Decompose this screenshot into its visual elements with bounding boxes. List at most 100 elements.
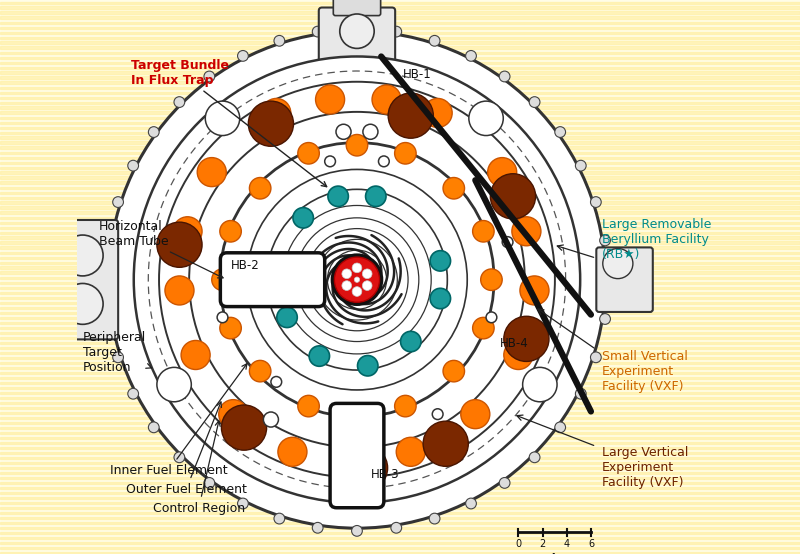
Bar: [0, 141, 800, 144]
Bar: [0, 382, 800, 384]
Circle shape: [342, 269, 351, 279]
Bar: [0, 187, 800, 189]
Bar: [0, 521, 800, 524]
Circle shape: [274, 513, 285, 524]
Circle shape: [206, 101, 240, 136]
Circle shape: [62, 324, 70, 332]
Circle shape: [502, 237, 513, 248]
Bar: [0, 301, 800, 304]
Circle shape: [575, 160, 586, 171]
Circle shape: [148, 127, 159, 137]
Circle shape: [555, 127, 566, 137]
Bar: [0, 17, 800, 19]
Bar: [0, 422, 800, 424]
Bar: [0, 351, 800, 354]
Bar: [0, 387, 800, 389]
Bar: [0, 486, 800, 489]
Circle shape: [486, 312, 497, 323]
Circle shape: [512, 217, 541, 246]
Circle shape: [62, 228, 70, 235]
Circle shape: [430, 35, 440, 46]
Bar: [0, 341, 800, 344]
Circle shape: [157, 222, 202, 268]
Circle shape: [328, 186, 348, 207]
Bar: [0, 32, 800, 34]
Circle shape: [602, 274, 614, 285]
Bar: [0, 47, 800, 49]
Bar: [0, 2, 800, 4]
Bar: [0, 42, 800, 44]
Bar: [0, 321, 800, 324]
Text: HB-1: HB-1: [402, 68, 431, 81]
Bar: [0, 232, 800, 234]
Bar: [0, 447, 800, 449]
Bar: [0, 222, 800, 224]
Circle shape: [262, 99, 291, 127]
Circle shape: [165, 276, 194, 305]
Circle shape: [363, 124, 378, 139]
Circle shape: [204, 478, 214, 488]
Bar: [0, 61, 800, 64]
Bar: [0, 106, 800, 109]
Circle shape: [499, 71, 510, 82]
Bar: [0, 476, 800, 479]
Bar: [0, 52, 800, 54]
Circle shape: [391, 26, 402, 37]
Text: Large Vertical
Experiment
Facility (VXF): Large Vertical Experiment Facility (VXF): [602, 447, 688, 489]
Circle shape: [62, 284, 103, 324]
Bar: [0, 452, 800, 454]
Circle shape: [128, 388, 138, 399]
Text: 0: 0: [515, 539, 522, 549]
Circle shape: [488, 157, 517, 187]
Bar: [0, 151, 800, 154]
Bar: [0, 281, 800, 284]
Bar: [0, 367, 800, 369]
Circle shape: [298, 142, 319, 164]
Bar: [0, 146, 800, 149]
Bar: [0, 27, 800, 29]
Circle shape: [173, 217, 202, 246]
Circle shape: [222, 405, 266, 450]
Bar: [0, 491, 800, 494]
Circle shape: [366, 186, 386, 207]
FancyBboxPatch shape: [334, 0, 381, 16]
Text: Large Removable
Beryllium Facility
(RB★): Large Removable Beryllium Facility (RB★): [602, 218, 711, 261]
Circle shape: [394, 396, 416, 417]
Bar: [0, 326, 800, 329]
Circle shape: [263, 412, 278, 427]
Circle shape: [189, 112, 525, 448]
Circle shape: [504, 341, 533, 370]
Bar: [0, 461, 800, 464]
FancyBboxPatch shape: [330, 403, 384, 508]
Circle shape: [278, 437, 307, 466]
Bar: [0, 427, 800, 429]
Circle shape: [109, 31, 606, 528]
Circle shape: [293, 208, 314, 228]
Circle shape: [113, 352, 123, 363]
Circle shape: [174, 97, 185, 107]
Bar: [0, 286, 800, 289]
Text: 4: 4: [564, 539, 570, 549]
Circle shape: [530, 97, 540, 107]
Text: Target Bundle
In Flux Trap: Target Bundle In Flux Trap: [131, 59, 326, 187]
Circle shape: [401, 331, 421, 352]
Circle shape: [522, 367, 557, 402]
Circle shape: [266, 189, 447, 370]
Bar: [0, 7, 800, 9]
Circle shape: [372, 85, 401, 114]
Bar: [0, 346, 800, 349]
Circle shape: [346, 403, 368, 425]
Bar: [0, 511, 800, 514]
Bar: [0, 496, 800, 499]
Bar: [0, 437, 800, 439]
Bar: [0, 506, 800, 509]
Bar: [0, 111, 800, 114]
Circle shape: [312, 26, 323, 37]
Circle shape: [220, 142, 494, 417]
Circle shape: [159, 82, 555, 478]
Bar: [0, 402, 800, 404]
Circle shape: [148, 422, 159, 433]
Circle shape: [198, 157, 226, 187]
Bar: [0, 456, 800, 459]
Bar: [0, 91, 800, 94]
